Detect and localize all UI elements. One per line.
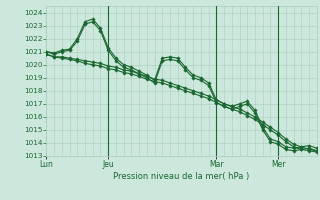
X-axis label: Pression niveau de la mer( hPa ): Pression niveau de la mer( hPa ) [114, 172, 250, 181]
